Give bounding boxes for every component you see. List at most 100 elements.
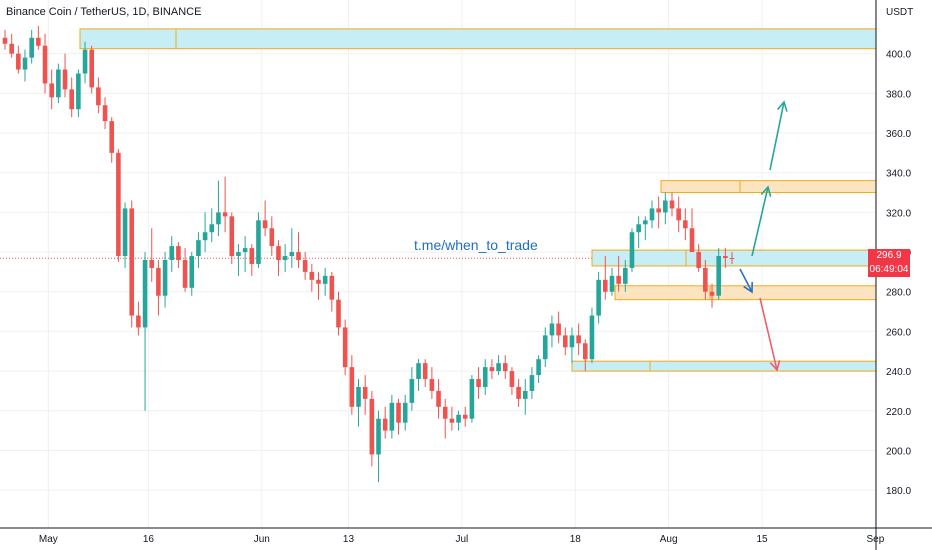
candle-body: [2, 37, 8, 44]
candle-body: [482, 367, 488, 387]
candle-body: [429, 379, 435, 391]
candle-body: [116, 152, 121, 257]
candle-body: [309, 271, 315, 280]
candle-body: [449, 418, 455, 423]
candle-body: [329, 275, 335, 300]
y-tick-label: 220.0: [886, 407, 911, 418]
candle-body: [149, 260, 155, 268]
candle-body: [382, 418, 388, 431]
y-tick-label: 400.0: [886, 50, 911, 61]
candle-body: [496, 363, 501, 372]
candle-body: [289, 252, 295, 257]
candle-body: [69, 89, 74, 110]
candle-body: [556, 323, 561, 336]
candle-body: [242, 248, 248, 253]
candle-body: [362, 386, 368, 399]
price-zones: [79, 28, 877, 372]
y-tick-label: 240.0: [886, 367, 911, 378]
candle-body: [49, 83, 54, 98]
arrow-up-short-head: [760, 185, 772, 197]
candlestick-series: [2, 25, 735, 483]
x-tick-label: 13: [343, 534, 355, 545]
candle-body: [522, 390, 528, 399]
candle-body: [569, 335, 575, 348]
x-tick-label: 15: [756, 534, 768, 545]
candle-body: [436, 390, 441, 407]
candle-body: [189, 256, 195, 288]
arrow-down-short-head: [743, 281, 753, 294]
candle-body: [516, 386, 521, 399]
candle-body: [409, 379, 415, 403]
price-zone: [591, 249, 877, 267]
candle-body: [76, 73, 81, 110]
arrow-down-long-head: [769, 360, 781, 372]
candle-body: [236, 252, 241, 257]
candle-body: [476, 379, 481, 387]
candle-body: [629, 232, 635, 268]
candle-body: [216, 212, 221, 225]
y-tick-label: 260.0: [886, 327, 911, 338]
candle-body: [89, 49, 95, 88]
candle-body: [22, 57, 28, 70]
candle-body: [669, 200, 675, 209]
candle-countdown: 06:49:04: [869, 264, 909, 276]
arrow-down-short: [739, 268, 753, 293]
candle-body: [689, 228, 695, 253]
candle-body: [416, 363, 421, 380]
candle-body: [663, 200, 668, 213]
candle-body: [122, 208, 128, 257]
candle-body: [456, 414, 461, 423]
candle-body: [696, 252, 701, 268]
candle-body: [402, 402, 408, 423]
projection-arrows: [739, 100, 788, 372]
candle-body: [256, 220, 261, 264]
candle-body: [442, 406, 448, 419]
current-price-label: 296.9: [876, 250, 902, 262]
candle-body: [349, 367, 355, 407]
candle-body: [36, 37, 41, 46]
candle-body: [729, 258, 735, 260]
candle-body: [56, 69, 61, 98]
candle-body: [249, 248, 255, 264]
candle-body: [502, 363, 508, 372]
x-tick-label: Jul: [455, 534, 468, 545]
candle-body: [16, 53, 21, 70]
candle-body: [356, 386, 361, 407]
candle-body: [82, 49, 88, 74]
arrow-up-long-head: [776, 100, 788, 112]
candle-body: [549, 323, 555, 336]
candle-body: [102, 105, 108, 122]
candle-body: [576, 335, 581, 344]
candle-body: [703, 267, 708, 292]
x-tick-label: May: [39, 534, 58, 545]
candle-body: [136, 315, 141, 328]
candle-body: [422, 363, 428, 380]
candle-body: [42, 45, 48, 84]
candle-body: [589, 315, 595, 360]
candle-body: [376, 418, 381, 455]
x-tick-label: 18: [570, 534, 582, 545]
candle-body: [683, 220, 688, 229]
candle-body: [636, 224, 641, 233]
candle-body: [296, 252, 301, 260]
candle-body: [342, 327, 348, 368]
price-zone: [79, 28, 877, 50]
candle-body: [529, 375, 535, 391]
candle-body: [396, 402, 401, 423]
x-tick-label: Aug: [660, 534, 678, 545]
candle-body: [596, 279, 601, 316]
candle-body: [162, 260, 168, 296]
price-zone: [571, 360, 877, 372]
arrow-down-long: [759, 297, 778, 371]
candle-body: [582, 343, 588, 360]
y-tick-label: 340.0: [886, 169, 911, 180]
candle-body: [9, 43, 14, 54]
candle-body: [369, 398, 375, 455]
candle-body: [182, 260, 188, 288]
candle-body: [623, 267, 628, 284]
y-tick-label: 180.0: [886, 486, 911, 497]
candle-body: [169, 246, 175, 260]
chart-title: Binance Coin / TetherUS, 1D, BINANCE: [6, 6, 202, 18]
